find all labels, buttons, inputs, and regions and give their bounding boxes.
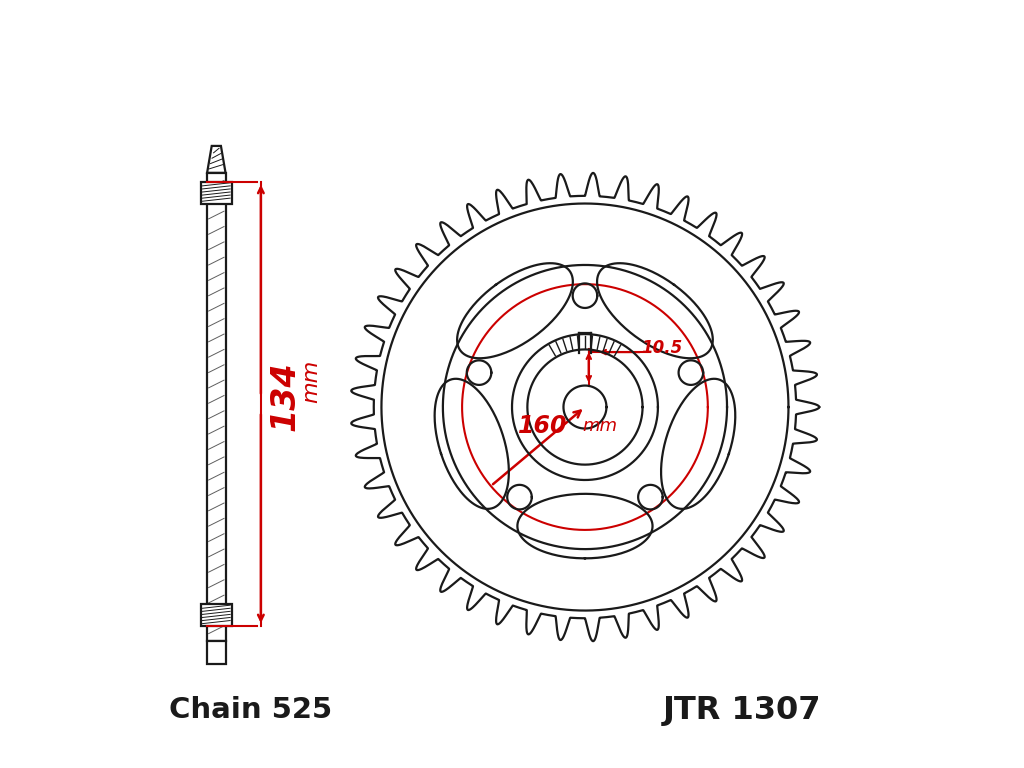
Bar <box>201 604 231 626</box>
Bar <box>207 641 225 664</box>
Text: 160: 160 <box>518 414 567 439</box>
Bar <box>201 182 231 204</box>
Bar <box>207 173 225 641</box>
Text: 10.5: 10.5 <box>641 339 682 357</box>
Text: mm: mm <box>583 417 617 435</box>
Text: mm: mm <box>301 359 321 402</box>
Text: Chain 525: Chain 525 <box>169 697 333 724</box>
Text: 134: 134 <box>269 362 302 431</box>
Polygon shape <box>207 146 225 173</box>
Text: JTR 1307: JTR 1307 <box>664 695 821 726</box>
